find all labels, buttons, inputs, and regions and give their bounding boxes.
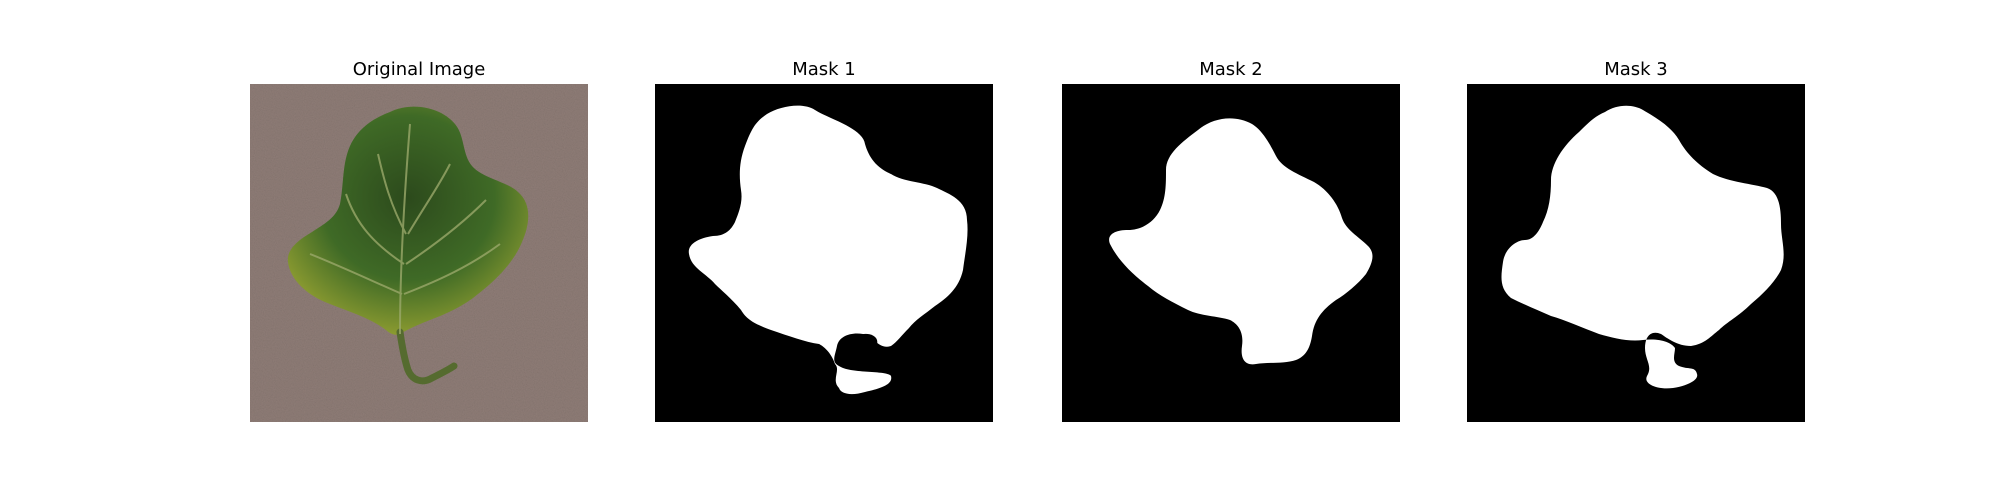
mask-foreground bbox=[688, 105, 968, 395]
mask-foreground bbox=[1501, 105, 1784, 389]
original-leaf-photo bbox=[250, 84, 588, 422]
mask-3-image bbox=[1467, 84, 1805, 422]
leaf-blade bbox=[287, 106, 529, 335]
panel-mask-2: Mask 2 bbox=[1062, 58, 1400, 422]
mask-foreground bbox=[1109, 118, 1373, 365]
panel-title-mask-3: Mask 3 bbox=[1604, 59, 1668, 80]
panel-original-image: Original Image bbox=[250, 58, 588, 422]
leaf-veins bbox=[309, 123, 501, 335]
panel-mask-3: Mask 3 bbox=[1467, 58, 1805, 422]
panel-title-mask-2: Mask 2 bbox=[1199, 59, 1263, 80]
panel-mask-1: Mask 1 bbox=[655, 58, 993, 422]
mask-2-image bbox=[1062, 84, 1400, 422]
leaf-stem bbox=[396, 328, 458, 385]
mask-hole bbox=[853, 333, 878, 356]
panel-title-original: Original Image bbox=[352, 59, 486, 80]
panel-title-mask-1: Mask 1 bbox=[792, 59, 856, 80]
mask-1-image bbox=[655, 84, 993, 422]
